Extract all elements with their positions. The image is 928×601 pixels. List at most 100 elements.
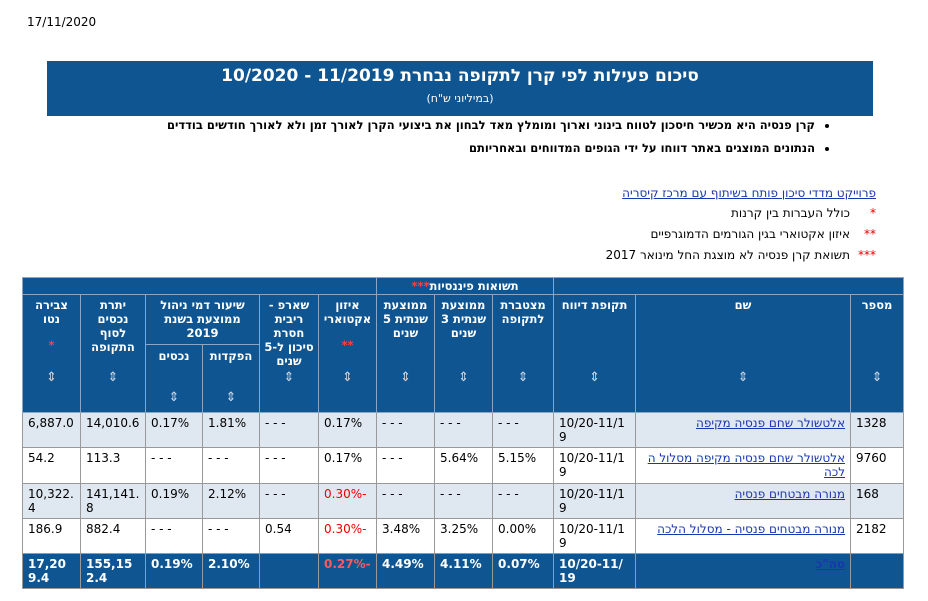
- sort-icon[interactable]: ⇕: [517, 370, 529, 385]
- cell-value: - - -: [265, 487, 286, 501]
- spacer: [855, 360, 899, 364]
- cell-value: 0.17%: [324, 416, 363, 430]
- fund-name[interactable]: מנורה מבטחים פנסיה: [734, 487, 846, 501]
- table-cell: 2.10%: [202, 553, 260, 589]
- cell-value: - - -: [151, 522, 172, 536]
- sort-icon[interactable]: ⇕: [283, 370, 295, 385]
- fund-name: סה"כ: [815, 557, 846, 571]
- header-cell: [22, 277, 377, 295]
- sort-icon[interactable]: ⇕: [458, 370, 469, 385]
- sort-icon[interactable]: ⇕: [589, 370, 600, 385]
- table-cell: [259, 553, 319, 589]
- data-row: 9760 אלטשולר שחם פנסיה מקיפה מסלול הלכה 10…: [22, 447, 905, 484]
- cell-value: 113.3: [86, 451, 121, 465]
- table-cell: 3.48%: [375, 518, 436, 554]
- column-header: ממוצעת שנתית 3 שנים ⇕: [434, 294, 494, 413]
- cell-value: 14,010.6: [86, 416, 140, 430]
- cell-value: - - -: [208, 451, 229, 465]
- cell-value: 0.19%: [151, 487, 190, 501]
- column-header: צבירה נטו * ⇕: [22, 294, 81, 413]
- header-mark: **: [341, 338, 354, 352]
- cell-value: 0.17%: [151, 416, 190, 430]
- cell-value: - - -: [382, 487, 403, 501]
- sort-icon[interactable]: ⇕: [168, 390, 180, 405]
- spacer: [439, 360, 488, 364]
- note-mark: **: [864, 227, 876, 241]
- cell-value: - - -: [208, 522, 229, 536]
- header-label: יתרת נכסים לסוף התקופה: [91, 298, 135, 354]
- table-cell: 0.17%: [145, 412, 203, 448]
- sort-icon[interactable]: ⇕: [737, 370, 749, 385]
- note-text: איזון אקטוארי בגין הגורמים הדמוגרפיים: [650, 227, 850, 241]
- cell-value: - - -: [440, 487, 461, 501]
- sort-icon[interactable]: ⇕: [400, 370, 411, 385]
- link[interactable]: פרוייקט מדדי סיכון פותח בשיתוף עם מרכז ק…: [622, 186, 876, 200]
- table-cell: 4.11%: [434, 553, 494, 589]
- cell-value: - - -: [498, 416, 519, 430]
- header-label: ממוצעת שנתית 3 שנים: [441, 298, 487, 340]
- cell-value: 2.10%: [208, 557, 250, 571]
- table-cell: 54.2: [22, 447, 81, 484]
- table-cell: 0.17%: [318, 447, 377, 484]
- table-cell: - - -: [375, 412, 436, 448]
- header-label: תקופת דיווח: [561, 298, 628, 312]
- cell-value: 141,141.8: [86, 487, 140, 515]
- sort-icon[interactable]: ⇕: [46, 370, 57, 385]
- cell-value: 2182: [856, 522, 887, 536]
- sort-icon[interactable]: ⇕: [107, 370, 119, 385]
- fund-name[interactable]: אלטשולר שחם פנסיה מקיפה: [696, 416, 846, 430]
- sort-icon[interactable]: ⇕: [342, 370, 353, 385]
- table-cell: 2182: [850, 518, 905, 554]
- subheader-row: הפקדות ⇕ נכסים ⇕: [23, 344, 904, 413]
- table-cell: 2.12%: [202, 483, 260, 519]
- table-cell: [850, 553, 905, 589]
- sort-icon[interactable]: ⇕: [225, 390, 237, 405]
- cell-value: 186.9: [28, 522, 63, 536]
- data-row: 168 מנורה מבטחים פנסיה 10/20-11/19 - - - - -…: [22, 483, 905, 519]
- group-mark: ***: [411, 279, 430, 293]
- table-cell: 10/20-11/19: [553, 518, 637, 554]
- cell-value: 0.07%: [498, 557, 540, 571]
- bullet: הנתונים המוצגים באתר דווחו על ידי הגופים…: [167, 141, 815, 155]
- table-cell: 5.15%: [492, 447, 555, 484]
- cell-value: - - -: [382, 416, 403, 430]
- notes: * כולל העברות בין קרנות ** איזון אקטוארי בג…: [606, 206, 876, 269]
- cell-value: 10/20-11/19: [559, 416, 625, 444]
- table-cell: 168: [850, 483, 905, 519]
- note: *** תשואת קרן פנסיה לא מוצגת החל מינואר 2…: [606, 248, 876, 269]
- note: * כולל העברות בין קרנות: [606, 206, 876, 227]
- table-cell: - - -: [375, 483, 436, 519]
- column-header: שיעור דמי ניהול ממוצעת בשנת 2019: [145, 294, 260, 345]
- table-cell: 141,141.8: [80, 483, 146, 519]
- fund-name[interactable]: מנורה מבטחים פנסיה - מסלול הלכה: [657, 522, 846, 536]
- table-cell: 10/20-11/19: [553, 447, 637, 484]
- cell-value: - - -: [151, 451, 172, 465]
- column-header: שם ⇕: [635, 294, 852, 413]
- note-mark: ***: [858, 248, 876, 262]
- group-header: תשואות פיננסיות***: [375, 277, 555, 295]
- cell-value: 2.12%: [208, 487, 247, 501]
- spacer: [27, 360, 76, 364]
- cell-value: - - -: [440, 416, 461, 430]
- table-cell: 186.9: [22, 518, 81, 554]
- cell-value: 1.81%: [208, 416, 247, 430]
- data-row: 2182 מנורה מבטחים פנסיה - מסלול הלכה 10/20…: [22, 518, 905, 554]
- cell-value: 9760: [856, 451, 887, 465]
- cell-value: 0.17%: [324, 451, 363, 465]
- cell-value: - - -: [498, 487, 519, 501]
- spacer: [323, 360, 372, 364]
- note-mark: *: [870, 206, 876, 220]
- column-header: ממוצעת שנתית 5 שנים ⇕: [375, 294, 436, 413]
- spacer: [558, 360, 631, 364]
- table-cell: - - -: [492, 412, 555, 448]
- fund-name[interactable]: אלטשולר שחם פנסיה מקיפה מסלול הלכה: [647, 451, 846, 479]
- table-cell: 0.54: [259, 518, 319, 554]
- spacer: [150, 363, 198, 384]
- table-cell: 17,209.4: [22, 553, 81, 589]
- table-cell: 0.00%: [492, 518, 555, 554]
- table-cell: אלטשולר שחם פנסיה מקיפה: [635, 412, 852, 448]
- sort-icon[interactable]: ⇕: [871, 370, 883, 385]
- table-cell: 0.17%: [318, 412, 377, 448]
- cell-value: 1328: [856, 416, 887, 430]
